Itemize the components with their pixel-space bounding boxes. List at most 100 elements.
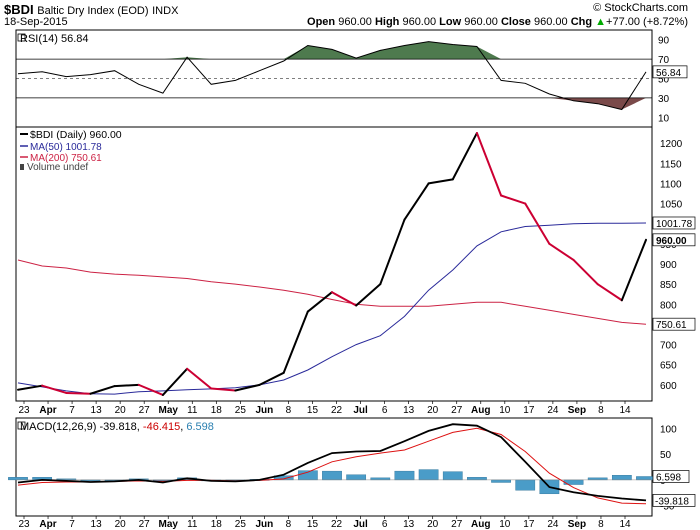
rsi-overbought-fill	[18, 41, 646, 60]
x-tick-label: 14	[619, 519, 631, 530]
ma200-value-tag-label: 750.61	[656, 320, 687, 331]
macd-tick-label: 100	[660, 424, 677, 435]
x-tick-label: 10	[499, 519, 511, 530]
watermark: © StockCharts.com	[593, 2, 688, 14]
x-tick-label: 20	[427, 405, 439, 416]
macd-histogram-bar	[394, 470, 415, 481]
bdi-segment	[258, 371, 285, 386]
bdi-segment	[113, 383, 140, 388]
quote-summary: Open 960.00 High 960.00 Low 960.00 Close…	[307, 16, 688, 28]
x-tick-label: 8	[286, 519, 292, 530]
ma50-value-tag-label: 1001.78	[656, 219, 693, 230]
price-tick-label: 800	[660, 300, 677, 311]
macd-histogram-bar	[346, 474, 367, 481]
x-tick-label: 17	[523, 405, 535, 416]
ma50-value-tag	[652, 216, 696, 230]
price-tick-label: 1100	[660, 179, 682, 190]
bdi-segment	[41, 384, 68, 394]
price-value-tag	[652, 233, 696, 247]
macd-hist-value: 6.598	[186, 421, 214, 433]
low-value: 960.00	[464, 16, 498, 28]
rsi-collapse-icon[interactable]	[17, 33, 26, 42]
legend-ma50: MA(50) 1001.78	[30, 142, 102, 153]
bdi-segment	[306, 291, 333, 313]
bdi-segment	[620, 238, 647, 302]
close-label: Close	[500, 16, 531, 28]
high-label: High	[374, 16, 400, 28]
legend-volume-icon	[20, 164, 24, 170]
x-tick-label: 27	[139, 405, 151, 416]
rsi-plot: 90 70 50 30 10 56.84	[16, 36, 688, 124]
ma200-value-tag	[652, 317, 696, 331]
macd-histogram-bar	[418, 469, 439, 481]
macd-tick-label: 50	[660, 450, 672, 461]
bdi-segment	[548, 242, 575, 261]
legend-bdi: $BDI (Daily) 960.00	[30, 129, 122, 141]
x-tick-label: 8	[286, 405, 292, 416]
high-value: 960.00	[402, 16, 437, 28]
rsi-tick-label: 10	[658, 113, 670, 124]
bdi-segment	[596, 283, 623, 302]
price-panel	[15, 126, 653, 402]
bdi-segment	[427, 178, 454, 185]
x-tick-label: 6	[382, 519, 388, 530]
rsi-oversold-fill	[18, 97, 646, 110]
chg-value: +77.00 (+8.72%)	[606, 16, 688, 28]
macd-histogram-bar	[370, 477, 391, 481]
bdi-segment	[65, 391, 92, 395]
bdi-segment	[186, 367, 213, 390]
x-tick-label: Sep	[568, 519, 586, 530]
price-plot: 1200115011001050100095090085080075070065…	[17, 132, 696, 396]
ma50-line	[17, 222, 647, 395]
open-label: Open	[307, 16, 336, 28]
x-tick-label: 7	[69, 405, 75, 416]
symbol-name: Baltic Dry Index (EOD)	[37, 5, 149, 17]
x-tick-label: 13	[403, 405, 415, 416]
bdi-segment	[379, 218, 406, 286]
macd-histogram-bar	[515, 479, 536, 491]
x-tick-label: 24	[547, 405, 559, 416]
legend-volume: Volume undef	[27, 162, 88, 173]
x-tick-label: 6	[382, 405, 388, 416]
rsi-series-line	[17, 41, 647, 111]
x-tick-label: Apr	[39, 519, 56, 530]
macd-collapse-icon[interactable]	[17, 421, 26, 430]
macd-legend-prefix: MACD(12,26,9)	[20, 421, 99, 433]
x-tick-label: 11	[187, 405, 198, 416]
price-tick-label: 700	[660, 341, 677, 352]
x-tick-label: 22	[331, 519, 343, 530]
bdi-segment	[403, 182, 430, 221]
x-tick-label: 17	[523, 519, 535, 530]
x-tick-label: 13	[91, 405, 103, 416]
macd-histogram-bar	[8, 477, 28, 481]
price-legend: $BDI (Daily) 960.00 MA(50) 1001.78 MA(20…	[20, 129, 122, 173]
bdi-segment	[451, 132, 478, 181]
close-value: 960.00	[533, 16, 568, 28]
x-tick-label: Jul	[353, 519, 368, 530]
macd-histogram-bar	[322, 470, 342, 481]
x-tick-label: 15	[307, 519, 319, 530]
macd-line	[17, 423, 647, 502]
x-tick-label: 20	[115, 519, 127, 530]
x-tick-label: Aug	[471, 519, 490, 530]
x-tick-label: 25	[235, 405, 247, 416]
x-tick-label: 18	[211, 405, 223, 416]
x-tick-label: 27	[451, 405, 463, 416]
x-tick-label: 23	[18, 519, 30, 530]
chg-arrow-icon: ▲	[595, 16, 607, 28]
rsi-value-tag	[652, 65, 688, 79]
bdi-segment	[524, 202, 551, 245]
macd-histogram-bar	[587, 477, 608, 481]
macd-hist-tag	[652, 470, 690, 483]
x-tick-label: 13	[403, 519, 415, 530]
legend-ma200: MA(200) 750.61	[30, 153, 102, 164]
price-tick-label: 1150	[660, 159, 682, 170]
macd-hist-tag-label: 6.598	[656, 472, 681, 483]
macd-histogram-bar	[467, 477, 487, 481]
x-tick-label: Jul	[353, 405, 368, 416]
chg-label: Chg	[570, 16, 593, 28]
x-axis-top: 23 Apr 7 13 20 27 May 11 18 25 Jun 8 15 22 Jul 6 13 20 27 A…	[18, 401, 631, 416]
bdi-segment	[475, 132, 503, 197]
x-tick-label: 14	[619, 405, 631, 416]
